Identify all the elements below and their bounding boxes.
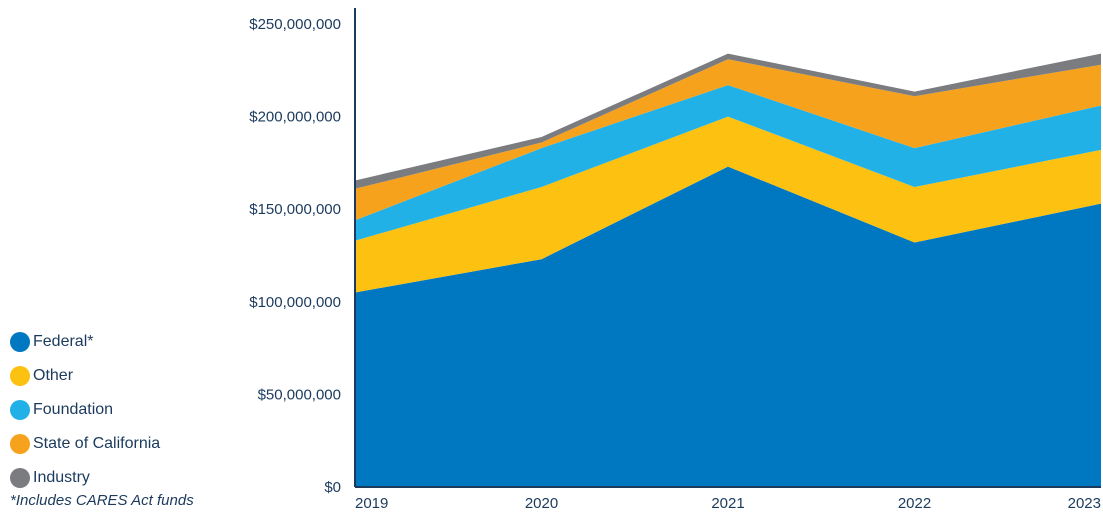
area-series-group xyxy=(355,53,1101,487)
x-tick-label: 2023 xyxy=(1068,495,1101,512)
area-series-2 xyxy=(355,85,1101,241)
legend-item-other: Other xyxy=(10,359,160,393)
y-tick-label: $200,000,000 xyxy=(249,109,341,126)
axes-group xyxy=(354,8,1101,488)
legend-label-federal: Federal* xyxy=(33,333,94,350)
x-tick-label: 2019 xyxy=(355,495,388,512)
legend-item-industry: Industry xyxy=(10,461,160,495)
y-tick-label: $100,000,000 xyxy=(249,294,341,311)
y-tick-label: $150,000,000 xyxy=(249,201,341,218)
footnote: *Includes CARES Act funds xyxy=(10,492,194,509)
area-series-1 xyxy=(355,116,1101,293)
legend-item-foundation: Foundation xyxy=(10,393,160,427)
legend-label-industry: Industry xyxy=(33,469,90,486)
legend-item-federal: Federal* xyxy=(10,325,160,359)
legend-swatch-state xyxy=(10,434,30,454)
x-tick-label: 2020 xyxy=(525,495,558,512)
area-series-0 xyxy=(355,166,1101,487)
legend-swatch-industry xyxy=(10,468,30,488)
legend-swatch-federal xyxy=(10,332,30,352)
y-tick-labels: $0 $50,000,000 $100,000,000 $150,000,000 $20… xyxy=(249,16,341,496)
y-tick-label: $0 xyxy=(324,479,341,496)
legend: Federal* Other Foundation State of Calif… xyxy=(10,325,160,495)
x-tick-label: 2022 xyxy=(898,495,931,512)
y-tick-label: $50,000,000 xyxy=(258,386,341,403)
x-tick-labels: 2019 2020 2021 2022 2023 xyxy=(355,495,1101,512)
legend-label-other: Other xyxy=(33,367,74,384)
x-tick-label: 2021 xyxy=(711,495,744,512)
area-series-3 xyxy=(355,59,1101,221)
legend-swatch-other xyxy=(10,366,30,386)
legend-swatch-foundation xyxy=(10,400,30,420)
legend-item-state: State of California xyxy=(10,427,160,461)
legend-label-state: State of California xyxy=(33,435,161,452)
legend-label-foundation: Foundation xyxy=(33,401,114,418)
y-tick-label: $250,000,000 xyxy=(249,16,341,33)
